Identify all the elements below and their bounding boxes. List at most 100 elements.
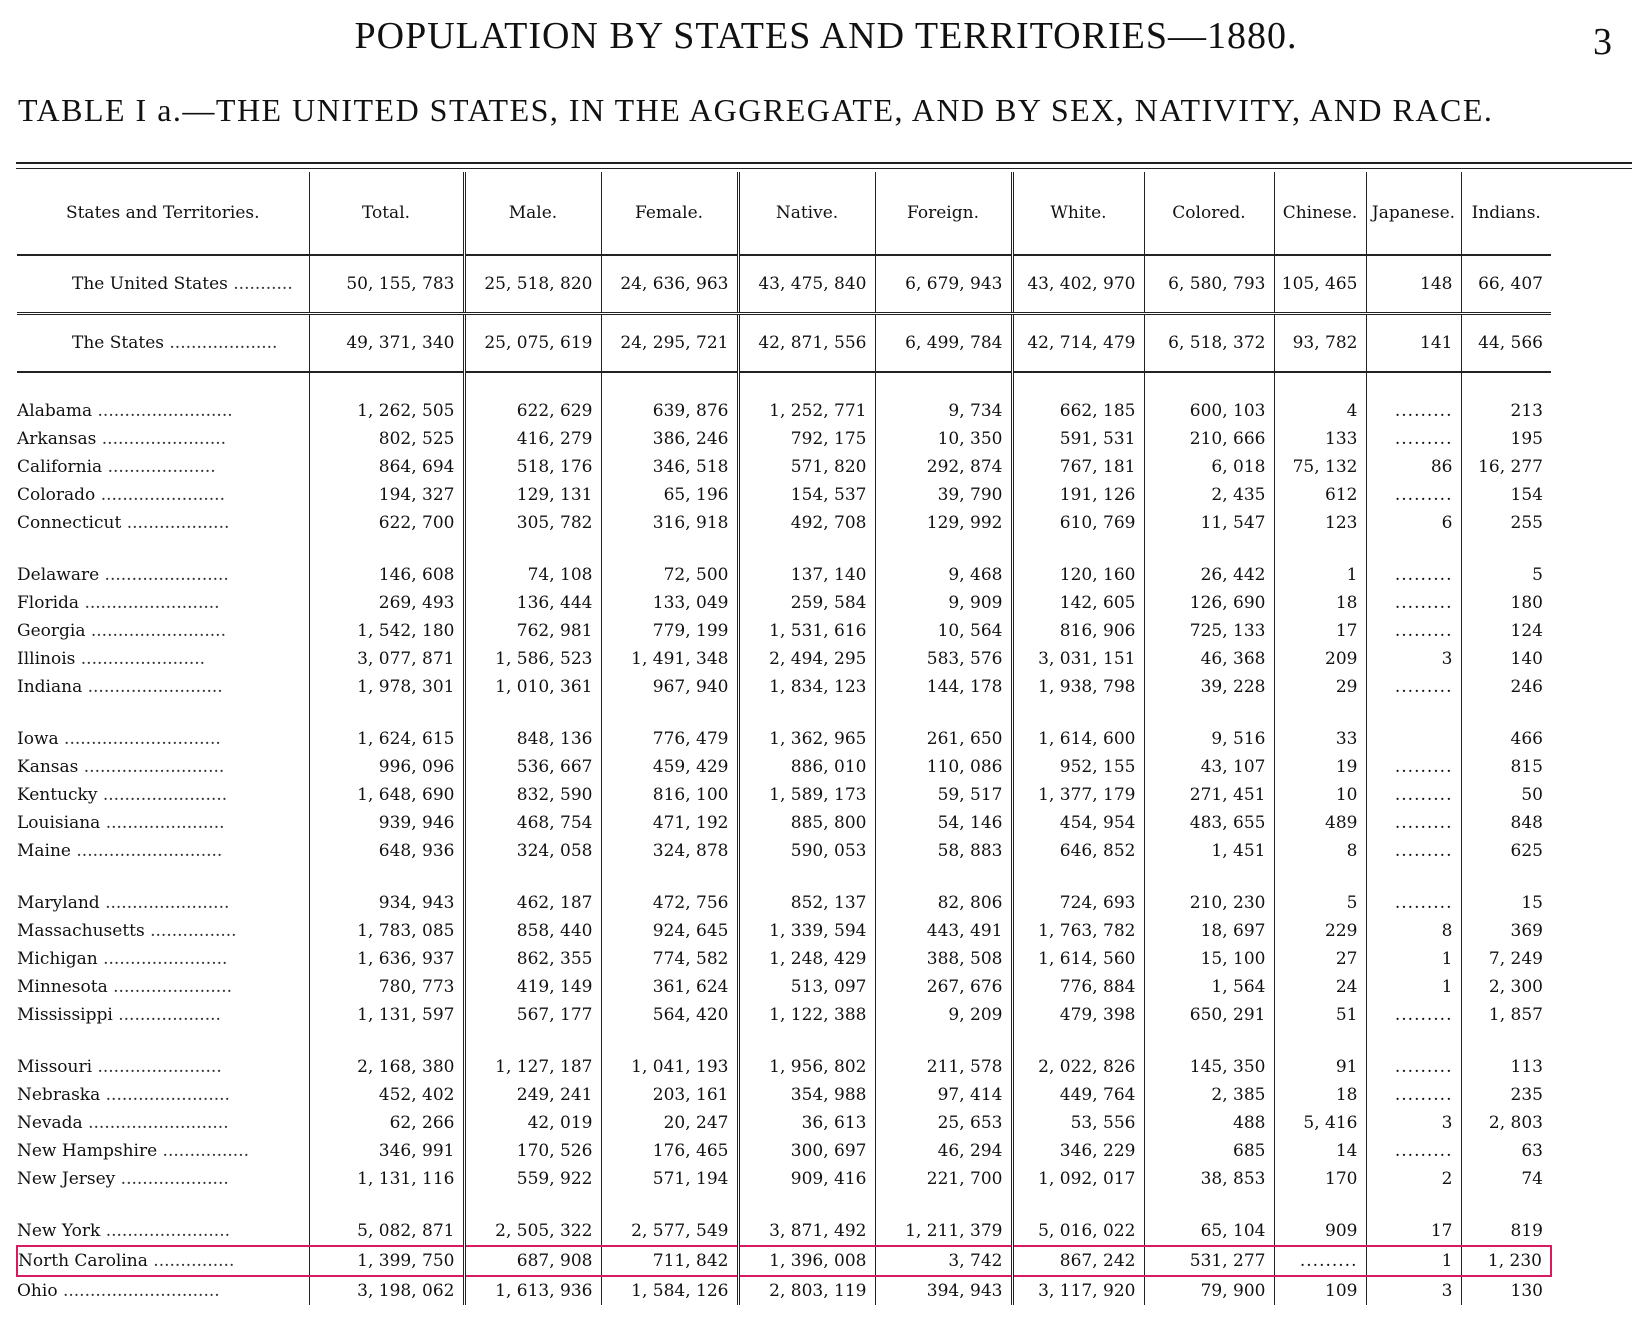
value-cell: 816, 906 <box>1010 617 1144 645</box>
value-cell: 9, 909 <box>874 589 1012 617</box>
leader-dots: ...................... <box>100 813 225 833</box>
spacer-cell <box>1273 865 1366 889</box>
row-name-cell: Delaware ....................... <box>17 561 309 589</box>
state-name: Massachusetts <box>17 921 145 941</box>
spacer-cell <box>1143 372 1274 397</box>
row-name-cell: Kentucky ....................... <box>17 781 309 809</box>
row-name-cell: Indiana ......................... <box>17 673 309 701</box>
value-cell: 142, 605 <box>1010 589 1144 617</box>
value-cell: 394, 943 <box>874 1276 1012 1305</box>
value-cell: 36, 613 <box>736 1109 875 1137</box>
value-cell: 996, 096 <box>308 753 464 781</box>
leader-dots: ......................... <box>92 401 233 421</box>
state-name: Louisiana <box>17 813 101 833</box>
value-cell: 65, 196 <box>600 481 738 509</box>
value-cell: 774, 582 <box>600 945 738 973</box>
value-cell: ......... <box>1365 1053 1461 1081</box>
value-cell: 858, 440 <box>462 917 601 945</box>
spacer-cell <box>1143 537 1274 561</box>
table-row: Mississippi ................... 1, 131, 5… <box>17 1001 1551 1029</box>
value-cell: 2, 577, 549 <box>600 1217 738 1246</box>
value-cell: 130 <box>1460 1276 1551 1305</box>
value-cell: 1, 451 <box>1143 837 1274 865</box>
value-cell: 5, 416 <box>1273 1109 1366 1137</box>
value-cell: 967, 940 <box>600 673 738 701</box>
value-cell: 6 <box>1365 509 1461 537</box>
value-cell: 536, 667 <box>462 753 601 781</box>
table-row: Arkansas ....................... 802, 525… <box>17 425 1551 453</box>
value-cell: 559, 922 <box>462 1165 601 1193</box>
value-cell: 246 <box>1460 673 1551 701</box>
leader-dots: .......................... <box>78 757 225 777</box>
row-name-cell: Illinois ....................... <box>17 645 309 673</box>
value-cell: 591, 531 <box>1010 425 1144 453</box>
spacer-cell <box>17 865 309 889</box>
table-row: Kansas .......................... 996, 09… <box>17 753 1551 781</box>
value-cell: 25, 653 <box>874 1109 1012 1137</box>
value-cell: 1 <box>1365 973 1461 1001</box>
value-cell: 762, 981 <box>462 617 601 645</box>
value-cell: ......... <box>1365 1001 1461 1029</box>
value-cell: 1, 783, 085 <box>308 917 464 945</box>
spacer-cell <box>308 865 464 889</box>
value-cell: 170, 526 <box>462 1137 601 1165</box>
value-cell: ......... <box>1365 617 1461 645</box>
value-cell: 1, 362, 965 <box>736 725 875 753</box>
value-cell: 1, 857 <box>1460 1001 1551 1029</box>
value-cell: 779, 199 <box>600 617 738 645</box>
value-cell: 3, 031, 151 <box>1010 645 1144 673</box>
value-cell: 6, 518, 372 <box>1143 313 1274 373</box>
spacer-cell <box>1273 537 1366 561</box>
value-cell: 646, 852 <box>1010 837 1144 865</box>
value-cell: 1 <box>1365 1245 1461 1277</box>
value-cell: 776, 884 <box>1010 973 1144 1001</box>
state-name: Kansas <box>17 757 79 777</box>
value-cell: 1 <box>1365 945 1461 973</box>
row-name-cell: Colorado ....................... <box>17 481 309 509</box>
value-cell: 144, 178 <box>874 673 1012 701</box>
table-row: Indiana ......................... 1, 978,… <box>17 673 1551 701</box>
row-name-cell: Florida ......................... <box>17 589 309 617</box>
value-cell: 43, 475, 840 <box>736 255 875 315</box>
value-cell: 662, 185 <box>1010 397 1144 425</box>
leader-dots: .................... <box>115 1169 229 1189</box>
value-cell: 29 <box>1273 673 1366 701</box>
spacer-cell <box>1010 865 1144 889</box>
state-name: Maryland <box>17 893 100 913</box>
state-name: Illinois <box>17 649 76 669</box>
leader-dots: .................... <box>163 333 278 353</box>
value-cell: 146, 608 <box>308 561 464 589</box>
value-cell: 2, 168, 380 <box>308 1053 464 1081</box>
value-cell: 386, 246 <box>600 425 738 453</box>
value-cell: 622, 700 <box>308 509 464 537</box>
leader-dots: ....................... <box>100 1221 231 1241</box>
state-name: Nebraska <box>17 1085 101 1105</box>
leader-dots: ....................... <box>75 649 206 669</box>
value-cell: 1, 230 <box>1460 1245 1552 1277</box>
value-cell: 75, 132 <box>1273 453 1366 481</box>
spacer-cell <box>462 372 601 397</box>
value-cell: 5 <box>1273 889 1366 917</box>
value-cell: 711, 842 <box>600 1245 738 1277</box>
value-cell: 1, 010, 361 <box>462 673 601 701</box>
value-cell: ......... <box>1365 673 1461 701</box>
value-cell: 14 <box>1273 1137 1366 1165</box>
table-row: Maine ........................... 648, 93… <box>17 837 1551 865</box>
value-cell: 16, 277 <box>1460 453 1551 481</box>
value-cell: 5, 082, 871 <box>308 1217 464 1246</box>
value-cell: 600, 103 <box>1143 397 1274 425</box>
value-cell: 802, 525 <box>308 425 464 453</box>
header-row: States and Territories. Total. Male. Fem… <box>17 172 1551 256</box>
value-cell: 346, 991 <box>308 1137 464 1165</box>
value-cell: 86 <box>1365 453 1461 481</box>
header-indians: Indians. <box>1460 172 1551 256</box>
spacer-cell <box>1460 537 1551 561</box>
spacer-cell <box>736 1193 875 1217</box>
table-row: Alabama ......................... 1, 262,… <box>17 397 1551 425</box>
row-name-cell: North Carolina ............... <box>16 1245 309 1277</box>
value-cell: 3, 117, 920 <box>1010 1276 1144 1305</box>
value-cell: 10 <box>1273 781 1366 809</box>
spacer-cell <box>17 701 309 725</box>
value-cell: 1, 624, 615 <box>308 725 464 753</box>
value-cell: 2, 803, 119 <box>736 1276 875 1305</box>
